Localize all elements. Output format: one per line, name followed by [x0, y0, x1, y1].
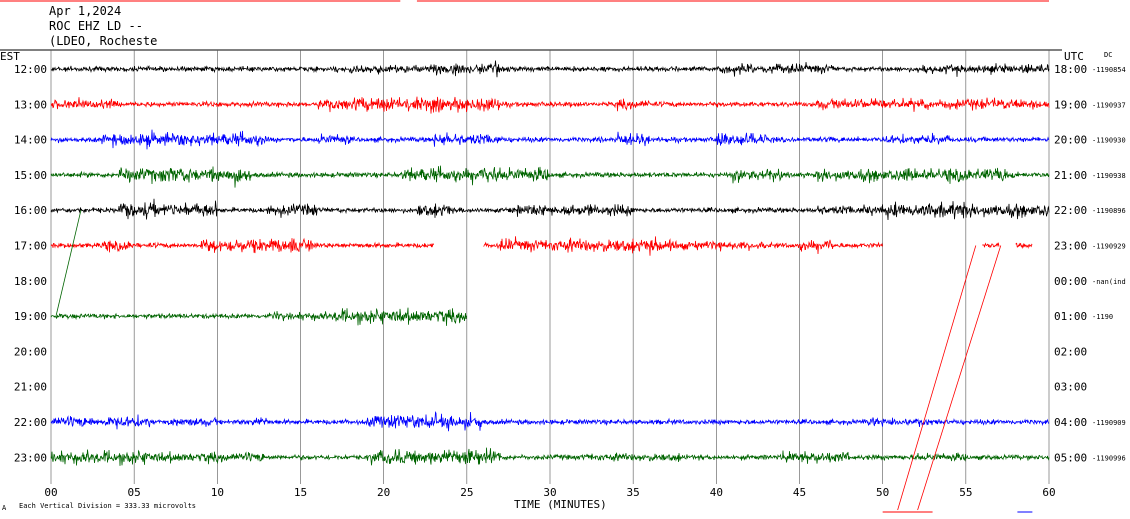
dc-offset-value: -1190938: [1092, 172, 1126, 180]
x-tick-label: 05: [128, 486, 141, 499]
x-tick-label: 30: [543, 486, 556, 499]
est-hour-label: 21:00: [14, 381, 47, 394]
seismic-trace: [50, 165, 1050, 188]
x-tick-label: 55: [959, 486, 972, 499]
seismic-trace: [50, 198, 1050, 221]
utc-hour-label: 01:00: [1054, 310, 1087, 323]
seismic-trace: [1015, 242, 1033, 250]
est-hour-label: 17:00: [14, 240, 47, 253]
utc-hour-label: 21:00: [1054, 169, 1087, 182]
dc-offset-value: -1190: [1092, 313, 1113, 321]
station-label: ROC EHZ LD --: [49, 19, 143, 33]
x-tick-label: 25: [460, 486, 473, 499]
utc-hour-label: 22:00: [1054, 204, 1087, 217]
x-tick-label: 15: [294, 486, 307, 499]
right-timezone-label: UTC: [1064, 50, 1084, 63]
utc-hour-label: 04:00: [1054, 416, 1087, 429]
seismic-trace: [982, 241, 1000, 248]
dc-offset-value: -1190929: [1092, 243, 1126, 251]
left-timezone-label: EST: [0, 50, 20, 63]
utc-hour-label: 03:00: [1054, 381, 1087, 394]
est-hour-label: 12:00: [14, 63, 47, 76]
x-tick-label: 45: [793, 486, 806, 499]
x-axis-title: TIME (MINUTES): [514, 498, 607, 511]
x-tick-label: 60: [1042, 486, 1055, 499]
utc-hour-label: 05:00: [1054, 451, 1087, 464]
x-tick-label: 40: [710, 486, 723, 499]
axis-labels: 00 05 10 15 20 25 30 35 40 45 50 55 60 12:00 18:00 -119…: [14, 63, 1126, 499]
dc-offset-value: -1190854: [1092, 66, 1126, 74]
dc-offset-value: -1190937: [1092, 101, 1126, 109]
seismic-trace: [50, 237, 434, 254]
est-hour-label: 18:00: [14, 275, 47, 288]
utc-hour-label: 20:00: [1054, 134, 1087, 147]
seismic-trace: [50, 60, 1050, 78]
corner-mark: A: [2, 504, 7, 512]
est-hour-label: 23:00: [14, 451, 47, 464]
utc-hour-label: 19:00: [1054, 98, 1087, 111]
utc-hour-label: 00:00: [1054, 275, 1087, 288]
dc-offset-value: -1190909: [1092, 419, 1126, 427]
est-hour-label: 13:00: [14, 98, 47, 111]
x-tick-label: 00: [44, 486, 57, 499]
utc-hour-label: 02:00: [1054, 345, 1087, 358]
x-tick-label: 35: [627, 486, 640, 499]
utc-hour-label: 18:00: [1054, 63, 1087, 76]
dc-label: DC: [1104, 51, 1112, 59]
est-hour-label: 22:00: [14, 416, 47, 429]
trace-connector-line: [55, 210, 82, 317]
est-hour-label: 19:00: [14, 310, 47, 323]
time-gridlines: [0, 49, 1062, 484]
trace-connector-line: [917, 245, 1002, 511]
seismic-trace: [50, 447, 1050, 466]
est-hour-label: 14:00: [14, 134, 47, 147]
scale-note: Each Vertical Division = 333.33 microvol…: [19, 502, 196, 510]
est-hour-label: 15:00: [14, 169, 47, 182]
trace-group: [0, 0, 1050, 513]
utc-hour-label: 23:00: [1054, 240, 1087, 253]
dc-offset-value: -nan(ind: [1092, 278, 1126, 286]
x-tick-label: 50: [876, 486, 889, 499]
x-tick-label: 10: [211, 486, 224, 499]
trace-connector-line: [897, 245, 977, 511]
seismic-trace: [50, 129, 1050, 150]
x-tick-label: 20: [377, 486, 390, 499]
est-hour-label: 16:00: [14, 204, 47, 217]
est-hour-label: 20:00: [14, 345, 47, 358]
seismic-trace: [50, 96, 1050, 114]
dc-offset-value: -1190896: [1092, 207, 1126, 215]
location-label: (LDEO, Rocheste: [49, 34, 158, 48]
dc-offset-value: -1190930: [1092, 137, 1126, 145]
dc-offset-value: -1190996: [1092, 454, 1126, 462]
seismic-trace: [50, 411, 1050, 432]
seismic-trace: [483, 236, 883, 256]
seismic-trace: [50, 307, 467, 326]
chart-date: Apr 1,2024: [49, 4, 122, 18]
